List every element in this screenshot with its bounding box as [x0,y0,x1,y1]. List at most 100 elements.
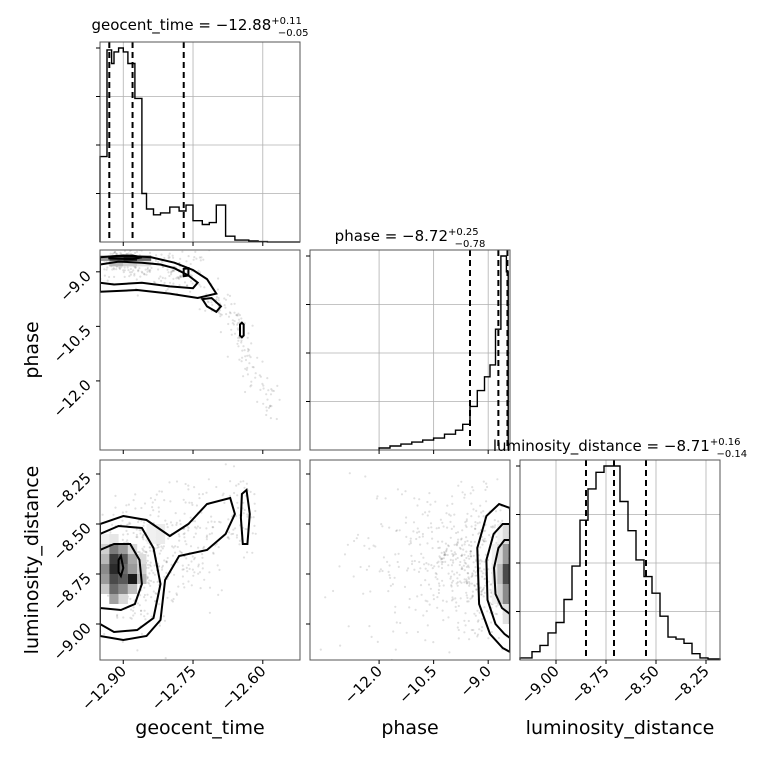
scatter-point [482,595,485,598]
scatter-point [431,547,434,550]
scatter-point [253,493,256,496]
scatter-point [175,521,178,525]
scatter-point [409,540,412,543]
density-cell [502,584,509,604]
scatter-point [481,626,484,629]
scatter-point [179,551,183,554]
scatter-point [173,573,176,576]
scatter-point [160,568,164,571]
scatter-point [432,641,435,644]
scatter-point [233,332,237,335]
scatter-point [199,259,202,262]
scatter-point [166,268,169,271]
scatter-point [146,575,149,578]
scatter-point [236,336,240,339]
scatter-point [132,269,135,272]
scatter-point [144,268,147,271]
scatter-point [112,251,116,254]
scatter-point [138,267,141,270]
scatter-point [157,277,161,280]
scatter-point [246,366,249,369]
scatter-point [178,277,181,280]
scatter-point [242,375,245,378]
scatter-point [480,590,483,593]
scatter-point [474,614,477,617]
scatter-point [201,562,204,565]
scatter-point [183,512,186,515]
scatter-point [143,609,146,612]
scatter-point [472,628,475,632]
scatter-point [408,597,411,601]
scatter-point [135,528,138,531]
scatter-point [153,564,156,567]
scatter-point [470,502,473,505]
scatter-point [464,562,468,565]
scatter-point [177,585,180,588]
scatter-point [246,336,249,339]
scatter-point [495,605,498,608]
scatter-point [163,499,166,502]
scatter-point [476,635,479,638]
scatter-point [232,528,235,531]
scatter-point [467,619,470,623]
scatter-point [129,252,132,255]
scatter-point [157,260,160,263]
scatter-point [490,630,493,634]
scatter-point [220,313,223,316]
scatter-point [187,526,190,530]
scatter-point [470,540,473,544]
scatter-point [463,559,466,562]
scatter-point [97,522,99,524]
panel-content [319,460,510,660]
scatter-point [374,545,377,548]
title-minus: −0.14 [717,449,748,460]
scatter-point [224,463,227,466]
scatter-point [480,570,483,573]
scatter-point [395,529,399,532]
scatter-point [437,582,441,585]
scatter-point [472,554,475,557]
scatter-point [425,562,428,565]
scatter-point [391,583,394,586]
scatter-point [182,498,185,501]
scatter-point [121,519,124,522]
scatter-point [205,536,208,539]
scatter-point [466,572,469,575]
density-cell [109,544,119,554]
scatter-point [188,567,191,571]
scatter-point [123,269,126,272]
scatter-point [443,554,446,557]
scatter-point [148,546,151,549]
scatter-point [235,515,238,518]
scatter-point [141,552,144,555]
scatter-point [387,590,390,593]
scatter-point [170,270,173,273]
scatter-point [481,575,484,578]
scatter-point [470,544,473,548]
scatter-point [407,567,410,570]
panel-frame [99,249,301,451]
scatter-point [394,648,397,651]
scatter-point [338,565,341,568]
scatter-point [213,520,216,524]
scatter-point [481,572,485,575]
scatter-point [442,584,445,587]
scatter-point [428,492,431,495]
scatter-point [175,592,178,595]
scatter-point [149,269,152,272]
density-cell [497,544,503,564]
scatter-point [483,591,486,595]
scatter-point [405,631,408,634]
scatter-point [428,510,431,513]
scatter-point [251,532,254,535]
scatter-point [135,535,138,539]
scatter-point [227,536,230,539]
scatter-point [135,250,139,253]
scatter-point [149,514,152,517]
scatter-point [146,563,150,567]
scatter-point [445,512,448,515]
scatter-point [156,580,159,584]
scatter-point [93,598,95,600]
scatter-point [244,527,247,531]
scatter-point [454,605,457,609]
